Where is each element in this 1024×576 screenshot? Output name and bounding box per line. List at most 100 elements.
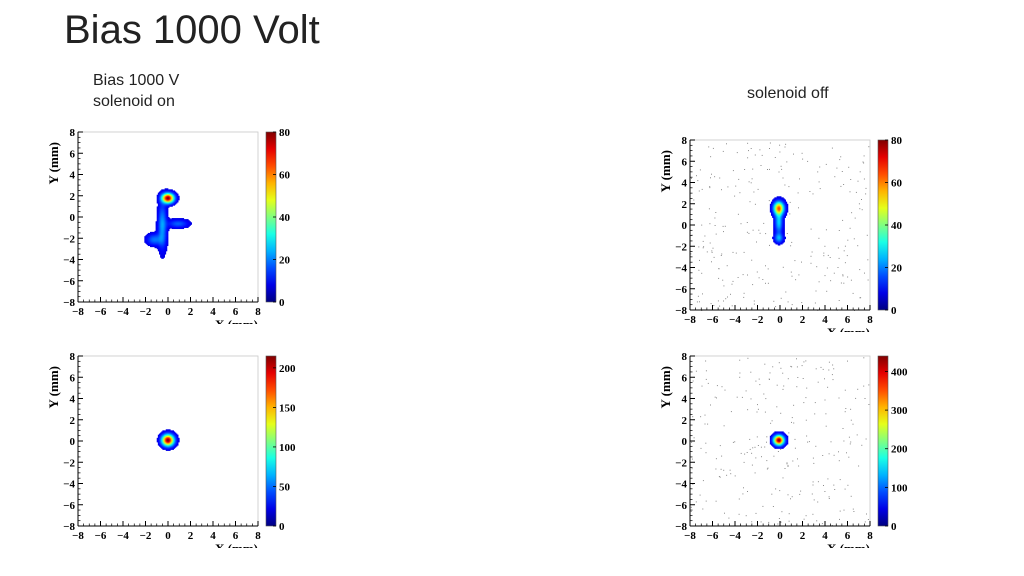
intensity-cell xyxy=(775,446,777,448)
intensity-cell xyxy=(173,192,176,194)
intensity-cell xyxy=(187,222,189,224)
intensity-cell xyxy=(781,216,783,218)
intensity-cell xyxy=(174,442,177,444)
intensity-cell xyxy=(160,222,162,224)
intensity-cell xyxy=(175,218,178,220)
intensity-cell xyxy=(163,227,165,230)
noise-dot xyxy=(764,446,766,448)
intensity-cell xyxy=(772,205,774,208)
intensity-cell xyxy=(162,253,164,255)
intensity-cell xyxy=(776,447,779,449)
intensity-cell xyxy=(781,233,783,235)
intensity-cell xyxy=(156,228,159,231)
intensity-cell xyxy=(150,237,152,239)
noise-dot xyxy=(789,201,791,203)
intensity-cell xyxy=(159,221,161,223)
intensity-cell xyxy=(159,211,161,214)
intensity-cell xyxy=(157,230,160,233)
intensity-cell xyxy=(157,200,160,202)
intensity-cell xyxy=(773,204,775,207)
intensity-cell xyxy=(160,190,162,192)
noise-dot xyxy=(844,245,846,247)
y-axis-label: Y (mm) xyxy=(48,366,61,408)
intensity-cell xyxy=(776,227,779,229)
intensity-cell xyxy=(783,433,785,435)
intensity-cell xyxy=(772,445,774,447)
intensity-cell xyxy=(172,443,174,445)
intensity-cell xyxy=(160,211,162,214)
noise-dot xyxy=(727,186,729,188)
intensity-cell xyxy=(774,228,776,230)
intensity-cell xyxy=(155,245,158,248)
intensity-cell xyxy=(784,215,786,217)
intensity-cell xyxy=(778,243,781,245)
intensity-cell xyxy=(166,212,169,215)
noise-dot xyxy=(710,177,711,179)
intensity-cell xyxy=(769,436,772,439)
caption-solenoid-on-line: solenoid on xyxy=(93,93,175,110)
intensity-cell xyxy=(160,221,162,223)
noise-dot xyxy=(850,279,852,281)
intensity-cell xyxy=(776,205,779,208)
intensity-cell xyxy=(174,220,177,222)
intensity-cell xyxy=(184,222,187,224)
intensity-cell xyxy=(786,206,789,209)
intensity-cell xyxy=(161,231,163,234)
noise-dot xyxy=(753,303,755,305)
intensity-cell xyxy=(168,191,170,193)
intensity-cell xyxy=(772,443,774,445)
noise-dot xyxy=(705,378,707,380)
intensity-cell xyxy=(164,246,167,249)
intensity-cell xyxy=(171,442,173,444)
intensity-cell xyxy=(785,202,788,205)
intensity-cell xyxy=(160,219,162,221)
intensity-cell xyxy=(160,237,162,239)
intensity-cell xyxy=(774,197,776,199)
intensity-cell xyxy=(160,214,162,217)
intensity-cell xyxy=(151,245,153,248)
intensity-cell xyxy=(781,228,783,230)
intensity-cell xyxy=(161,226,163,228)
noise-dot xyxy=(861,199,862,200)
x-tick-label: 2 xyxy=(188,306,194,318)
intensity-cell xyxy=(775,211,777,213)
intensity-cell xyxy=(189,221,191,223)
noise-dot xyxy=(714,396,716,398)
intensity-cell xyxy=(165,238,168,240)
intensity-cell xyxy=(168,226,170,228)
intensity-cell xyxy=(777,202,780,205)
noise-dot xyxy=(792,460,794,462)
noise-dot xyxy=(788,513,790,515)
intensity-cell xyxy=(148,232,151,235)
intensity-cell xyxy=(157,240,160,242)
noise-dot xyxy=(801,261,802,263)
intensity-cell xyxy=(777,211,780,213)
intensity-cell xyxy=(163,231,165,234)
intensity-cell xyxy=(163,197,165,200)
intensity-cell xyxy=(163,251,165,253)
intensity-cell xyxy=(786,441,789,443)
intensity-cell xyxy=(170,204,172,206)
intensity-cell xyxy=(780,199,782,201)
intensity-cell xyxy=(169,448,171,450)
intensity-cell xyxy=(166,195,169,198)
noise-dot xyxy=(801,152,803,154)
intensity-cell xyxy=(782,201,784,204)
intensity-cell xyxy=(171,437,173,440)
intensity-cell xyxy=(156,222,159,224)
noise-dot xyxy=(844,389,846,391)
intensity-cell xyxy=(146,238,149,240)
intensity-cell xyxy=(165,202,168,204)
intensity-cell xyxy=(163,445,165,447)
intensity-cell xyxy=(170,222,172,224)
intensity-cell xyxy=(183,226,186,228)
intensity-cell xyxy=(178,438,180,441)
intensity-cell xyxy=(164,198,167,201)
intensity-cell xyxy=(782,435,784,438)
intensity-cell xyxy=(786,443,789,445)
y-tick-label: 4 xyxy=(682,394,688,406)
intensity-cell xyxy=(155,223,158,225)
intensity-cell xyxy=(160,445,162,447)
intensity-cell xyxy=(171,196,173,199)
x-tick-label: −4 xyxy=(729,530,741,542)
